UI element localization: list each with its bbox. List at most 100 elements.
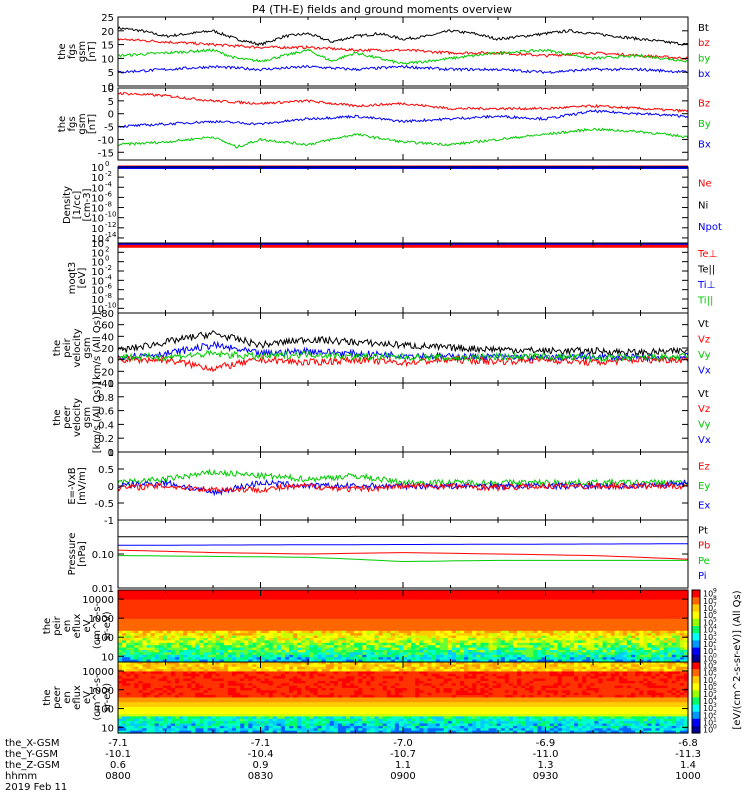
- heatmap-cell: [341, 599, 347, 603]
- heatmap-cell: [370, 633, 376, 637]
- heatmap-cell: [378, 662, 384, 665]
- heatmap-cell: [492, 592, 498, 596]
- heatmap-cell: [492, 602, 498, 605]
- heatmap-cell: [521, 594, 526, 598]
- heatmap-cell: [557, 638, 563, 641]
- heatmap-cell: [313, 611, 319, 615]
- heatmap-cell: [541, 616, 547, 620]
- heatmap-cell: [386, 614, 392, 617]
- heatmap-cell: [594, 599, 600, 603]
- heatmap-cell: [635, 638, 640, 641]
- heatmap-cell: [175, 647, 180, 651]
- heatmap-cell: [639, 626, 644, 629]
- heatmap-cell: [142, 599, 148, 603]
- heatmap-cell: [671, 638, 677, 641]
- heatmap-cell: [679, 618, 685, 622]
- heatmap-cell: [423, 623, 429, 627]
- heatmap-cell: [289, 609, 294, 613]
- heatmap-cell: [191, 659, 196, 663]
- heatmap-cell: [227, 635, 233, 639]
- heatmap-cell: [541, 626, 547, 629]
- heatmap-cell: [256, 592, 262, 596]
- heatmap-cell: [272, 659, 278, 663]
- heatmap-cell: [541, 628, 547, 632]
- legend-Pt: Pt: [698, 526, 708, 537]
- heatmap-cell: [521, 652, 526, 656]
- heatmap-cell: [280, 599, 286, 603]
- heatmap-cell: [317, 662, 323, 665]
- heatmap-cell: [582, 611, 587, 615]
- heatmap-cell: [374, 642, 380, 646]
- heatmap-cell: [460, 633, 465, 637]
- heatmap-cell: [280, 592, 286, 596]
- heatmap-cell: [500, 616, 506, 620]
- heatmap-cell: [183, 621, 188, 625]
- heatmap-cell: [293, 621, 298, 625]
- heatmap-cell: [126, 659, 131, 663]
- heatmap-cell: [223, 662, 229, 665]
- heatmap-cell: [557, 662, 563, 665]
- heatmap-cell: [557, 623, 563, 627]
- heatmap-cell: [614, 630, 620, 634]
- heatmap-cell: [635, 621, 640, 625]
- y-tick-label: 15: [101, 41, 114, 52]
- heatmap-cell: [610, 635, 616, 639]
- heatmap-cell: [561, 592, 567, 596]
- heatmap-cell: [582, 650, 587, 653]
- heatmap-cell: [289, 602, 294, 605]
- heatmap-cell: [476, 664, 481, 668]
- heatmap-cell: [533, 628, 538, 632]
- heatmap-cell: [183, 604, 188, 608]
- heatmap-cell: [289, 618, 294, 622]
- heatmap-cell: [333, 616, 339, 620]
- heatmap-cell: [403, 650, 408, 653]
- heatmap-cell: [659, 647, 665, 651]
- heatmap-cell: [569, 618, 575, 622]
- heatmap-cell: [565, 657, 571, 661]
- heatmap-cell: [187, 597, 192, 601]
- heatmap-cell: [504, 654, 510, 658]
- heatmap-cell: [533, 654, 538, 658]
- heatmap-cell: [411, 597, 416, 601]
- heatmap-cell: [370, 628, 376, 632]
- heatmap-cell: [594, 664, 600, 668]
- heatmap-cell: [370, 626, 376, 629]
- heatmap-cell: [598, 635, 604, 639]
- heatmap-cell: [162, 602, 168, 605]
- heatmap-cell: [639, 647, 644, 651]
- series-line-Ex: [117, 479, 689, 497]
- heatmap-cell: [451, 626, 457, 629]
- heatmap-cell: [447, 630, 453, 634]
- heatmap-cell: [142, 662, 148, 665]
- heatmap-cell: [158, 614, 164, 617]
- series-line-bx: [117, 64, 689, 75]
- heatmap-cell: [643, 628, 648, 632]
- heatmap-cell: [166, 599, 172, 603]
- heatmap-cell: [305, 616, 310, 620]
- panel-frame: [117, 312, 689, 384]
- heatmap-cell: [358, 597, 363, 601]
- heatmap-cell: [403, 626, 408, 629]
- heatmap-cell: [219, 662, 225, 665]
- heatmap-cell: [325, 664, 331, 668]
- heatmap-cell: [366, 628, 372, 632]
- heatmap-cell: [276, 597, 282, 601]
- heatmap-cell: [321, 594, 327, 598]
- heatmap-cell: [671, 609, 677, 613]
- heatmap-cell: [215, 590, 221, 593]
- heatmap-cell: [415, 599, 420, 603]
- heatmap-cell: [606, 616, 612, 620]
- legend-Bt: Bt: [698, 23, 709, 34]
- heatmap-cell: [134, 652, 139, 656]
- heatmap-cell: [203, 633, 209, 637]
- heatmap-cell: [606, 640, 612, 644]
- heatmap-cell: [219, 642, 225, 646]
- heatmap-cell: [256, 642, 262, 646]
- heatmap-cell: [122, 642, 127, 646]
- heatmap-cell: [118, 594, 123, 598]
- heatmap-cell: [289, 645, 294, 649]
- heatmap-cell: [321, 599, 327, 603]
- heatmap-cell: [647, 633, 652, 637]
- heatmap-cell: [476, 654, 481, 658]
- heatmap-cell: [248, 630, 253, 634]
